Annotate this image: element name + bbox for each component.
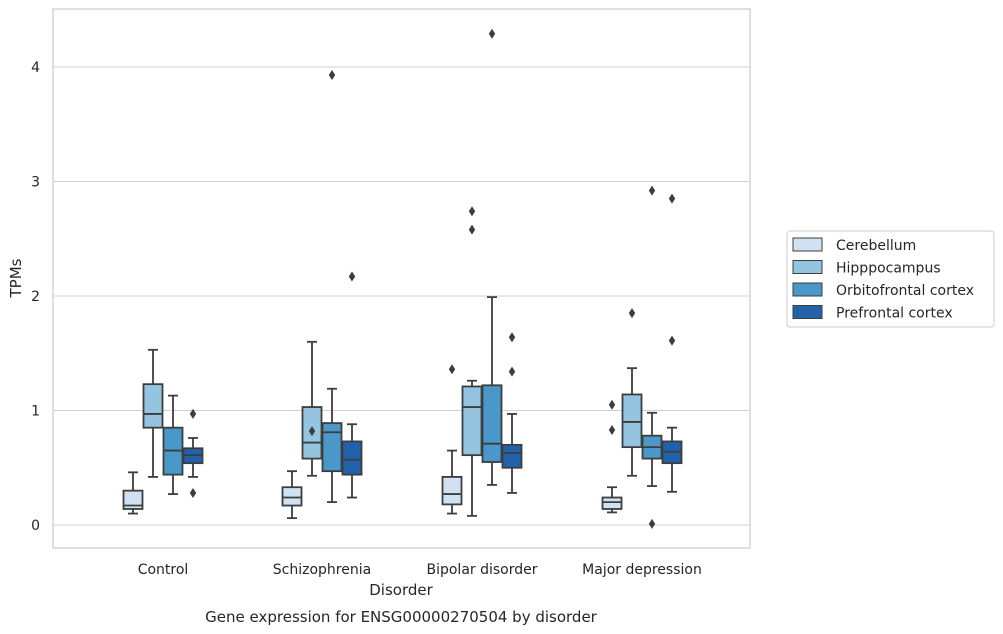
x-tick-label-0: Control [138,562,189,578]
box-3-0 [182,408,204,498]
outlier-0 [608,399,616,410]
box-0-1 [281,470,303,520]
box-1-3 [621,308,643,477]
legend-swatch [792,305,823,319]
x-tick-label-2: Bipolar disorder [426,562,537,578]
outlier-0 [668,193,676,204]
box-2-2 [481,28,503,486]
box-2-3 [641,185,663,529]
y-tick-label-1: 1 [31,404,40,420]
x-tick-label-1: Schizophrenia [273,562,371,578]
box-iqr [601,496,623,510]
legend-swatch [792,260,823,274]
box-iqr [461,385,483,457]
outlier-1 [508,366,516,377]
box-0-2 [441,364,463,515]
box-iqr [441,476,463,506]
legend-item-0: Cerebellum [792,237,916,254]
box-3-3 [661,193,683,493]
legend-label: Orbitofrontal cortex [836,283,974,299]
legend-item-2: Orbitofrontal cortex [792,282,974,299]
box-iqr [142,383,164,429]
outlier-1 [608,424,616,435]
box-iqr [341,440,363,476]
x-axis-label: Disorder [369,581,433,599]
box-iqr [321,422,343,473]
y-tick-label-3: 3 [31,175,40,191]
outlier-0 [328,70,336,81]
outlier-1 [668,335,676,346]
box-1-2 [461,206,483,517]
x-axis-ticks: Control Schizophrenia Bipolar disorder Majo… [138,562,702,578]
box-1-0 [142,348,164,478]
outlier-0 [628,308,636,319]
plot-area-frame [52,8,751,549]
box-iqr [621,393,643,449]
legend-label: Cerebellum [836,238,916,254]
legend-swatch [792,237,823,252]
box-iqr [281,486,303,507]
box-2-0 [162,394,184,495]
box-iqr [501,443,523,469]
y-axis-label: TPMs [7,258,25,298]
legend-frame [786,230,995,328]
outlier-0 [648,185,656,196]
legend-label: Hipppocampus [836,261,941,277]
outlier-0 [348,271,356,282]
box-2-1 [321,70,343,504]
outlier-0 [308,426,316,437]
boxes-layer [122,28,683,529]
outlier-0 [448,364,456,375]
x-tick-label-3: Major depression [582,562,702,578]
box-1-1 [301,340,323,477]
box-iqr [122,489,144,510]
outlier-0 [508,332,516,343]
legend-item-3: Prefrontal cortex [792,305,953,322]
outlier-0 [488,28,496,39]
y-tick-label-2: 2 [31,289,40,305]
legend: Cerebellum Hipppocampus Orbitofrontal cort… [786,230,995,328]
y-axis-ticks: 0 1 2 3 4 [31,60,40,534]
chart-caption: Gene expression for ENSG00000270504 by d… [205,608,598,626]
legend-item-1: Hipppocampus [792,260,941,277]
box-0-3 [601,399,623,514]
outlier-1 [189,487,197,498]
outlier-0 [189,408,197,419]
legend-label: Prefrontal cortex [836,306,953,322]
y-tick-label-0: 0 [31,518,40,534]
outlier-1 [648,518,656,529]
y-tick-label-4: 4 [31,60,40,76]
legend-swatch [792,282,823,297]
box-0-0 [122,471,144,515]
outlier-0 [468,206,476,217]
box-iqr [481,384,503,463]
box-3-1 [341,271,363,499]
outlier-1 [468,224,476,235]
box-3-2 [501,332,523,494]
